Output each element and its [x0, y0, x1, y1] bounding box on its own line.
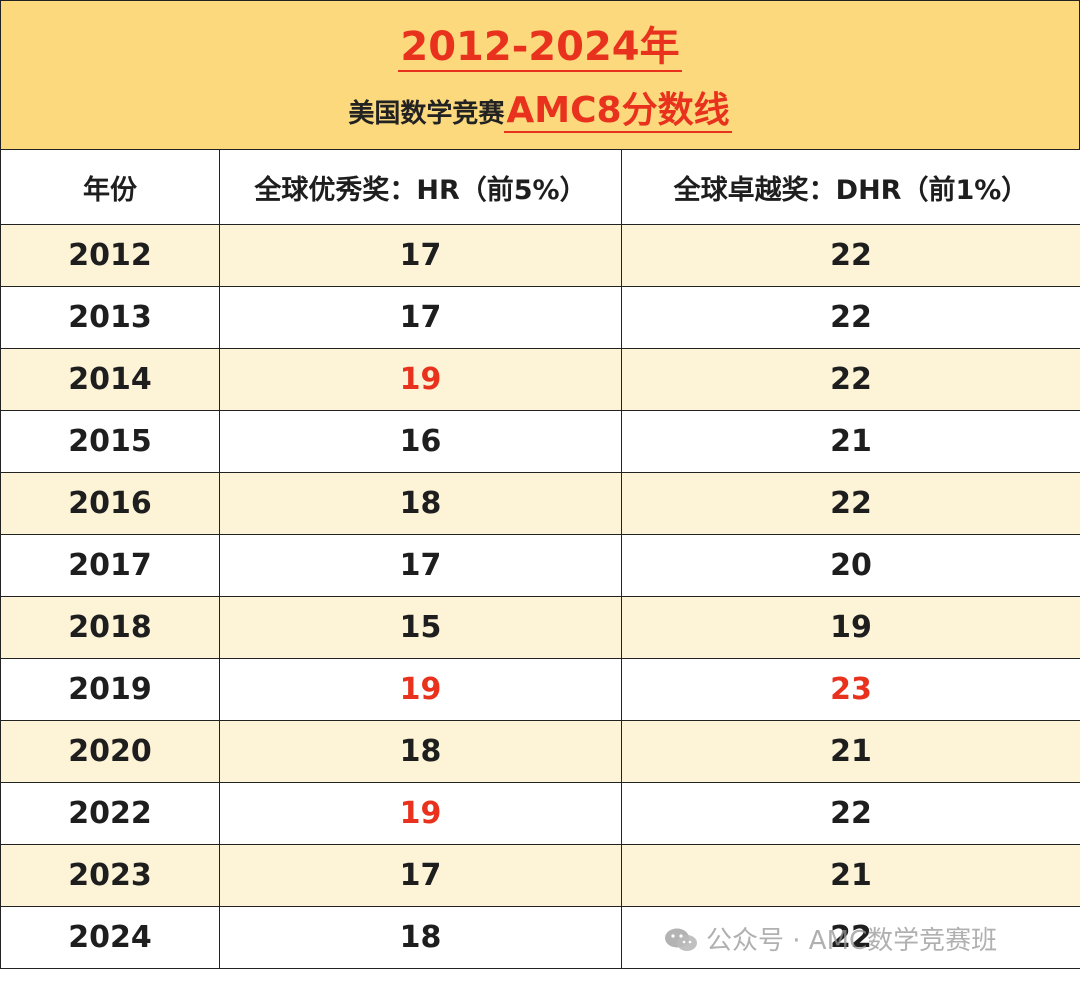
dhr-score-cell: 22 [621, 472, 1080, 535]
column-header-year: 年份 [0, 149, 220, 225]
dhr-score-cell: 22 [621, 286, 1080, 349]
watermark-text: 公众号 · AMC数学竞赛班 [706, 926, 998, 956]
year-cell: 2019 [0, 658, 220, 721]
year-cell: 2020 [0, 720, 220, 783]
year-cell: 2013 [0, 286, 220, 349]
dhr-score-cell: 21 [621, 720, 1080, 783]
column-header-hr: 全球优秀奖：HR（前5%） [219, 149, 622, 225]
title-banner: 2012-2024年 美国数学竞赛AMC8分数线 [0, 0, 1080, 150]
table-header-row: 年份 全球优秀奖：HR（前5%） 全球卓越奖：DHR（前1%） [0, 149, 1080, 225]
watermark: 公众号 · AMC数学竞赛班 [664, 920, 997, 957]
dhr-score-cell: 22 [621, 782, 1080, 845]
year-cell: 2012 [0, 224, 220, 287]
dhr-score-cell: 23 [621, 658, 1080, 721]
hr-score-cell: 17 [219, 844, 622, 907]
dhr-score-cell: 20 [621, 534, 1080, 597]
table-row: 2023 17 21 [0, 844, 1080, 907]
hr-score-cell: 18 [219, 472, 622, 535]
table-row: 2018 15 19 [0, 596, 1080, 659]
dhr-score-cell: 22 [621, 906, 1080, 969]
dhr-score-cell: 21 [621, 410, 1080, 473]
hr-score-cell: 18 [219, 906, 622, 969]
table-row: 2022 19 22 [0, 782, 1080, 845]
dhr-score-cell: 22 [621, 224, 1080, 287]
year-cell: 2024 [0, 906, 220, 969]
year-cell: 2018 [0, 596, 220, 659]
dhr-score-cell: 19 [621, 596, 1080, 659]
year-cell: 2022 [0, 782, 220, 845]
hr-score-cell: 19 [219, 348, 622, 411]
hr-score-cell: 16 [219, 410, 622, 473]
hr-score-cell: 17 [219, 534, 622, 597]
table-row: 2017 17 20 [0, 534, 1080, 597]
dhr-score-cell: 22 [621, 348, 1080, 411]
score-table: 年份 全球优秀奖：HR（前5%） 全球卓越奖：DHR（前1%） 2012 17 22… [0, 149, 1080, 969]
page-title: 2012-2024年 [398, 24, 682, 72]
table-row: 2015 16 21 [0, 410, 1080, 473]
hr-score-cell: 15 [219, 596, 622, 659]
hr-score-cell: 19 [219, 658, 622, 721]
table-row: 2024 18 22 [0, 906, 1080, 969]
hr-score-cell: 19 [219, 782, 622, 845]
subtitle-line: 美国数学竞赛AMC8分数线 [1, 81, 1079, 133]
dhr-score-cell: 21 [621, 844, 1080, 907]
year-cell: 2015 [0, 410, 220, 473]
hr-score-cell: 17 [219, 286, 622, 349]
subtitle-accent: AMC8分数线 [504, 90, 732, 133]
table-row: 2013 17 22 [0, 286, 1080, 349]
year-cell: 2023 [0, 844, 220, 907]
year-cell: 2014 [0, 348, 220, 411]
hr-score-cell: 18 [219, 720, 622, 783]
hr-score-cell: 17 [219, 224, 622, 287]
table-row: 2020 18 21 [0, 720, 1080, 783]
subtitle-prefix: 美国数学竞赛 [348, 99, 505, 129]
title-line: 2012-2024年 [1, 21, 1079, 73]
wechat-icon [665, 928, 697, 951]
column-header-dhr: 全球卓越奖：DHR（前1%） [621, 149, 1080, 225]
table-row: 2012 17 22 [0, 224, 1080, 287]
table-row: 2019 19 23 [0, 658, 1080, 721]
table-row: 2016 18 22 [0, 472, 1080, 535]
year-cell: 2017 [0, 534, 220, 597]
table-row: 2014 19 22 [0, 348, 1080, 411]
year-cell: 2016 [0, 472, 220, 535]
